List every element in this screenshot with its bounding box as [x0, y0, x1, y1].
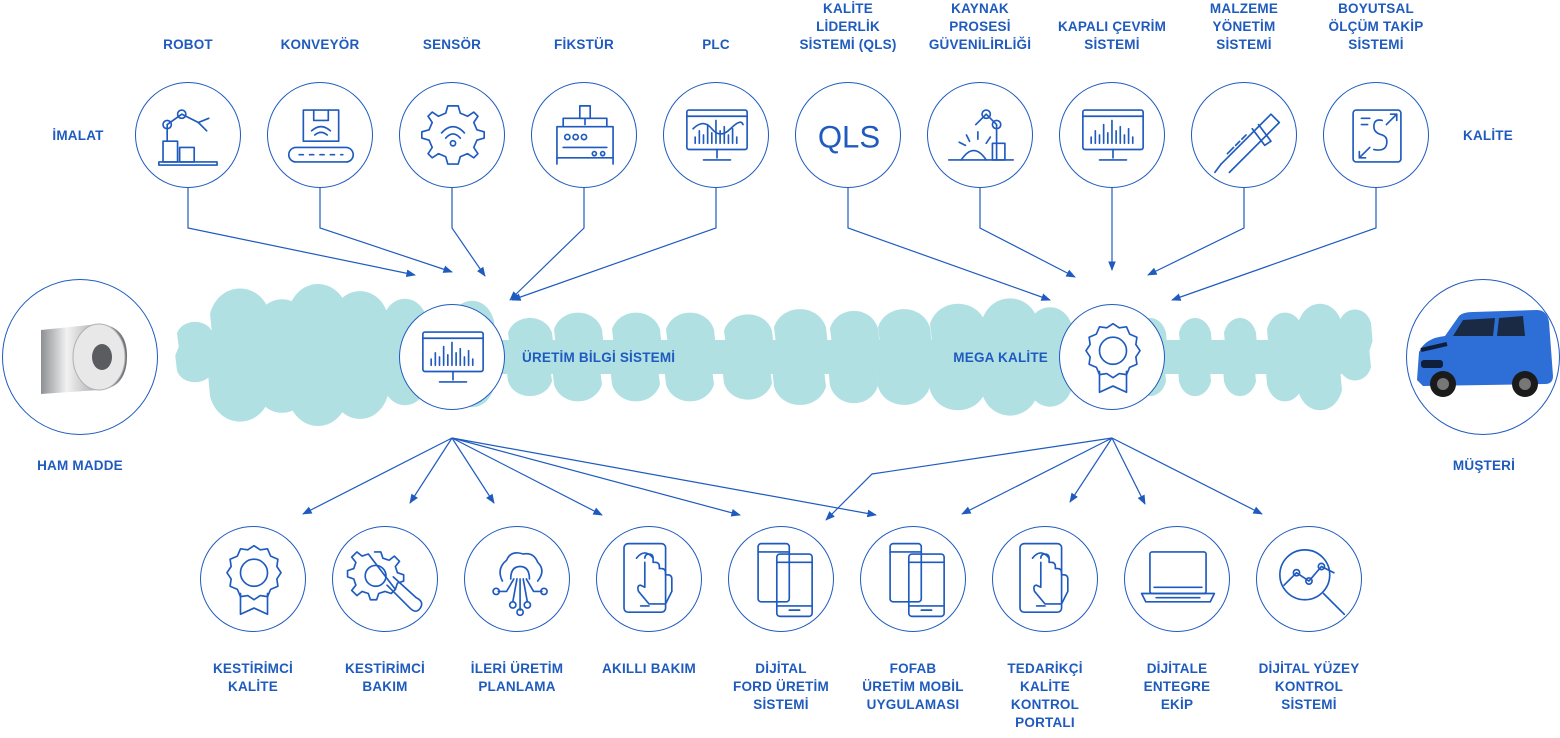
bottom-node-label: İLERİ ÜRETİM PLANLAMA: [470, 661, 564, 694]
top-node-4: [663, 82, 769, 188]
bottom-connector: [451, 437, 495, 504]
robot-arm-icon: [158, 109, 218, 166]
bottom-connector: [825, 437, 1113, 521]
bottom-connector: [1111, 437, 1263, 515]
hub-mes-label: ÜRETİM BİLGİ SİSTEMİ: [522, 350, 676, 365]
quality-badge-icon: [1085, 322, 1141, 394]
van-icon: [1417, 310, 1553, 397]
metal-coil-icon: [41, 323, 127, 394]
top-connector: [1171, 188, 1377, 301]
top-node-label: KAPALI ÇEVRİM SİSTEMİ: [1057, 19, 1167, 52]
spine-band: [192, 340, 1367, 374]
bottom-node-2: [464, 526, 570, 632]
laptop-icon: [1140, 551, 1216, 603]
bottom-node-label: AKILLI BAKIM: [602, 661, 696, 676]
top-node-label: KAYNAK PROSESİ GÜVENİLİRLİĞİ: [928, 1, 1032, 52]
top-node-label: KONVEYÖR: [280, 37, 360, 52]
top-connector: [187, 188, 416, 278]
bottom-node-label: DİJİTAL YÜZEY KONTROL SİSTEMİ: [1258, 661, 1360, 712]
top-connector: [1147, 188, 1245, 276]
bottom-connector: [302, 437, 453, 515]
bottom-node-8: [1256, 526, 1362, 632]
bottom-node-label: DİJİTALE ENTEGRE EKİP: [1143, 661, 1211, 712]
dual-phone-icon: [757, 542, 813, 618]
bottom-node-label: KESTİRİMCİ KALİTE: [212, 661, 293, 694]
bottom-node-6: [992, 526, 1098, 632]
hub-quality-label: MEGA KALİTE: [953, 350, 1048, 365]
customer-node: [1406, 279, 1560, 435]
top-connector: [979, 188, 1076, 278]
top-node-label: MALZEME YÖNETİM SİSTEMİ: [1209, 1, 1279, 52]
top-node-3: [531, 82, 637, 188]
top-node-label: KALİTE LİDERLİK SİSTEMİ (QLS): [799, 1, 897, 52]
customer-label: MÜŞTERİ: [1452, 458, 1516, 473]
top-node-2: [399, 82, 505, 188]
top-node-1: [267, 82, 373, 188]
qls-icon-text: QLS: [818, 119, 880, 154]
touch-tablet-icon: [1019, 542, 1069, 614]
bottom-connector: [961, 437, 1113, 515]
dimension-tracking-icon: [1352, 109, 1402, 163]
bottom-node-label: TEDARİKÇİ KALİTE KONTROL PORTALI: [1007, 661, 1083, 730]
side-label-quality: KALİTE: [1463, 128, 1513, 143]
quality-badge-icon: [226, 544, 282, 616]
top-node-9: [1323, 82, 1429, 188]
top-node-label: BOYUTSAL ÖLÇÜM TAKİP SİSTEMİ: [1328, 1, 1424, 52]
top-node-label: FİKSTÜR: [554, 37, 614, 52]
bottom-connector: [409, 437, 453, 504]
bottom-connector: [451, 437, 603, 516]
top-connector: [319, 188, 453, 273]
plc-monitor-icon: [686, 109, 748, 161]
side-label-manufacturing: İMALAT: [52, 128, 104, 143]
bottom-node-7: [1124, 526, 1230, 632]
top-connector: [509, 188, 585, 301]
sensor-gear-icon: [420, 105, 486, 165]
network-gear-icon: [492, 552, 548, 617]
top-connector: [511, 188, 717, 301]
top-connector: [847, 188, 1051, 301]
top-node-0: [135, 82, 241, 188]
caliper-icon: [1214, 113, 1281, 174]
raw-material-node: [2, 279, 158, 435]
bottom-node-4: [728, 526, 834, 632]
bottom-node-3: [596, 526, 702, 632]
bottom-connector: [451, 437, 741, 517]
bottom-node-label: KESTİRİMCİ BAKIM: [344, 661, 425, 694]
bottom-node-label: DİJİTAL FORD ÜRETİM SİSTEMİ: [733, 661, 829, 712]
bottom-node-1: [332, 526, 438, 632]
hub-mes: [399, 304, 505, 410]
top-node-5: QLS: [795, 82, 901, 188]
hub-quality: [1059, 304, 1165, 410]
top-connector: [451, 188, 486, 277]
top-node-6: [927, 82, 1033, 188]
bottom-connector: [451, 437, 877, 518]
surface-inspection-icon: [1279, 549, 1346, 616]
top-node-label: PLC: [702, 37, 730, 52]
dual-phone-icon: [889, 542, 945, 618]
bottom-node-label: FOFAB ÜRETİM MOBİL UYGULAMASI: [862, 661, 964, 712]
monitor-chart-icon: [1082, 109, 1144, 161]
welding-robot-icon: [947, 109, 1015, 161]
gear-wrench-icon: [346, 551, 423, 612]
fixture-machine-icon: [556, 105, 614, 165]
raw-material-label: HAM MADDE: [37, 458, 123, 473]
monitor-chart-icon: [422, 331, 484, 383]
bottom-connector: [1069, 437, 1113, 503]
top-node-label: SENSÖR: [422, 37, 482, 52]
top-node-label: ROBOT: [163, 37, 213, 52]
bottom-node-0: [200, 526, 306, 632]
qls-text-icon: QLS: [818, 119, 880, 154]
spine-background: [175, 284, 1373, 426]
top-node-8: [1191, 82, 1297, 188]
touch-tablet-icon: [623, 542, 673, 614]
top-node-7: [1059, 82, 1165, 188]
bottom-connector: [1111, 437, 1146, 505]
bottom-node-5: [860, 526, 966, 632]
conveyor-icon: [287, 109, 355, 163]
